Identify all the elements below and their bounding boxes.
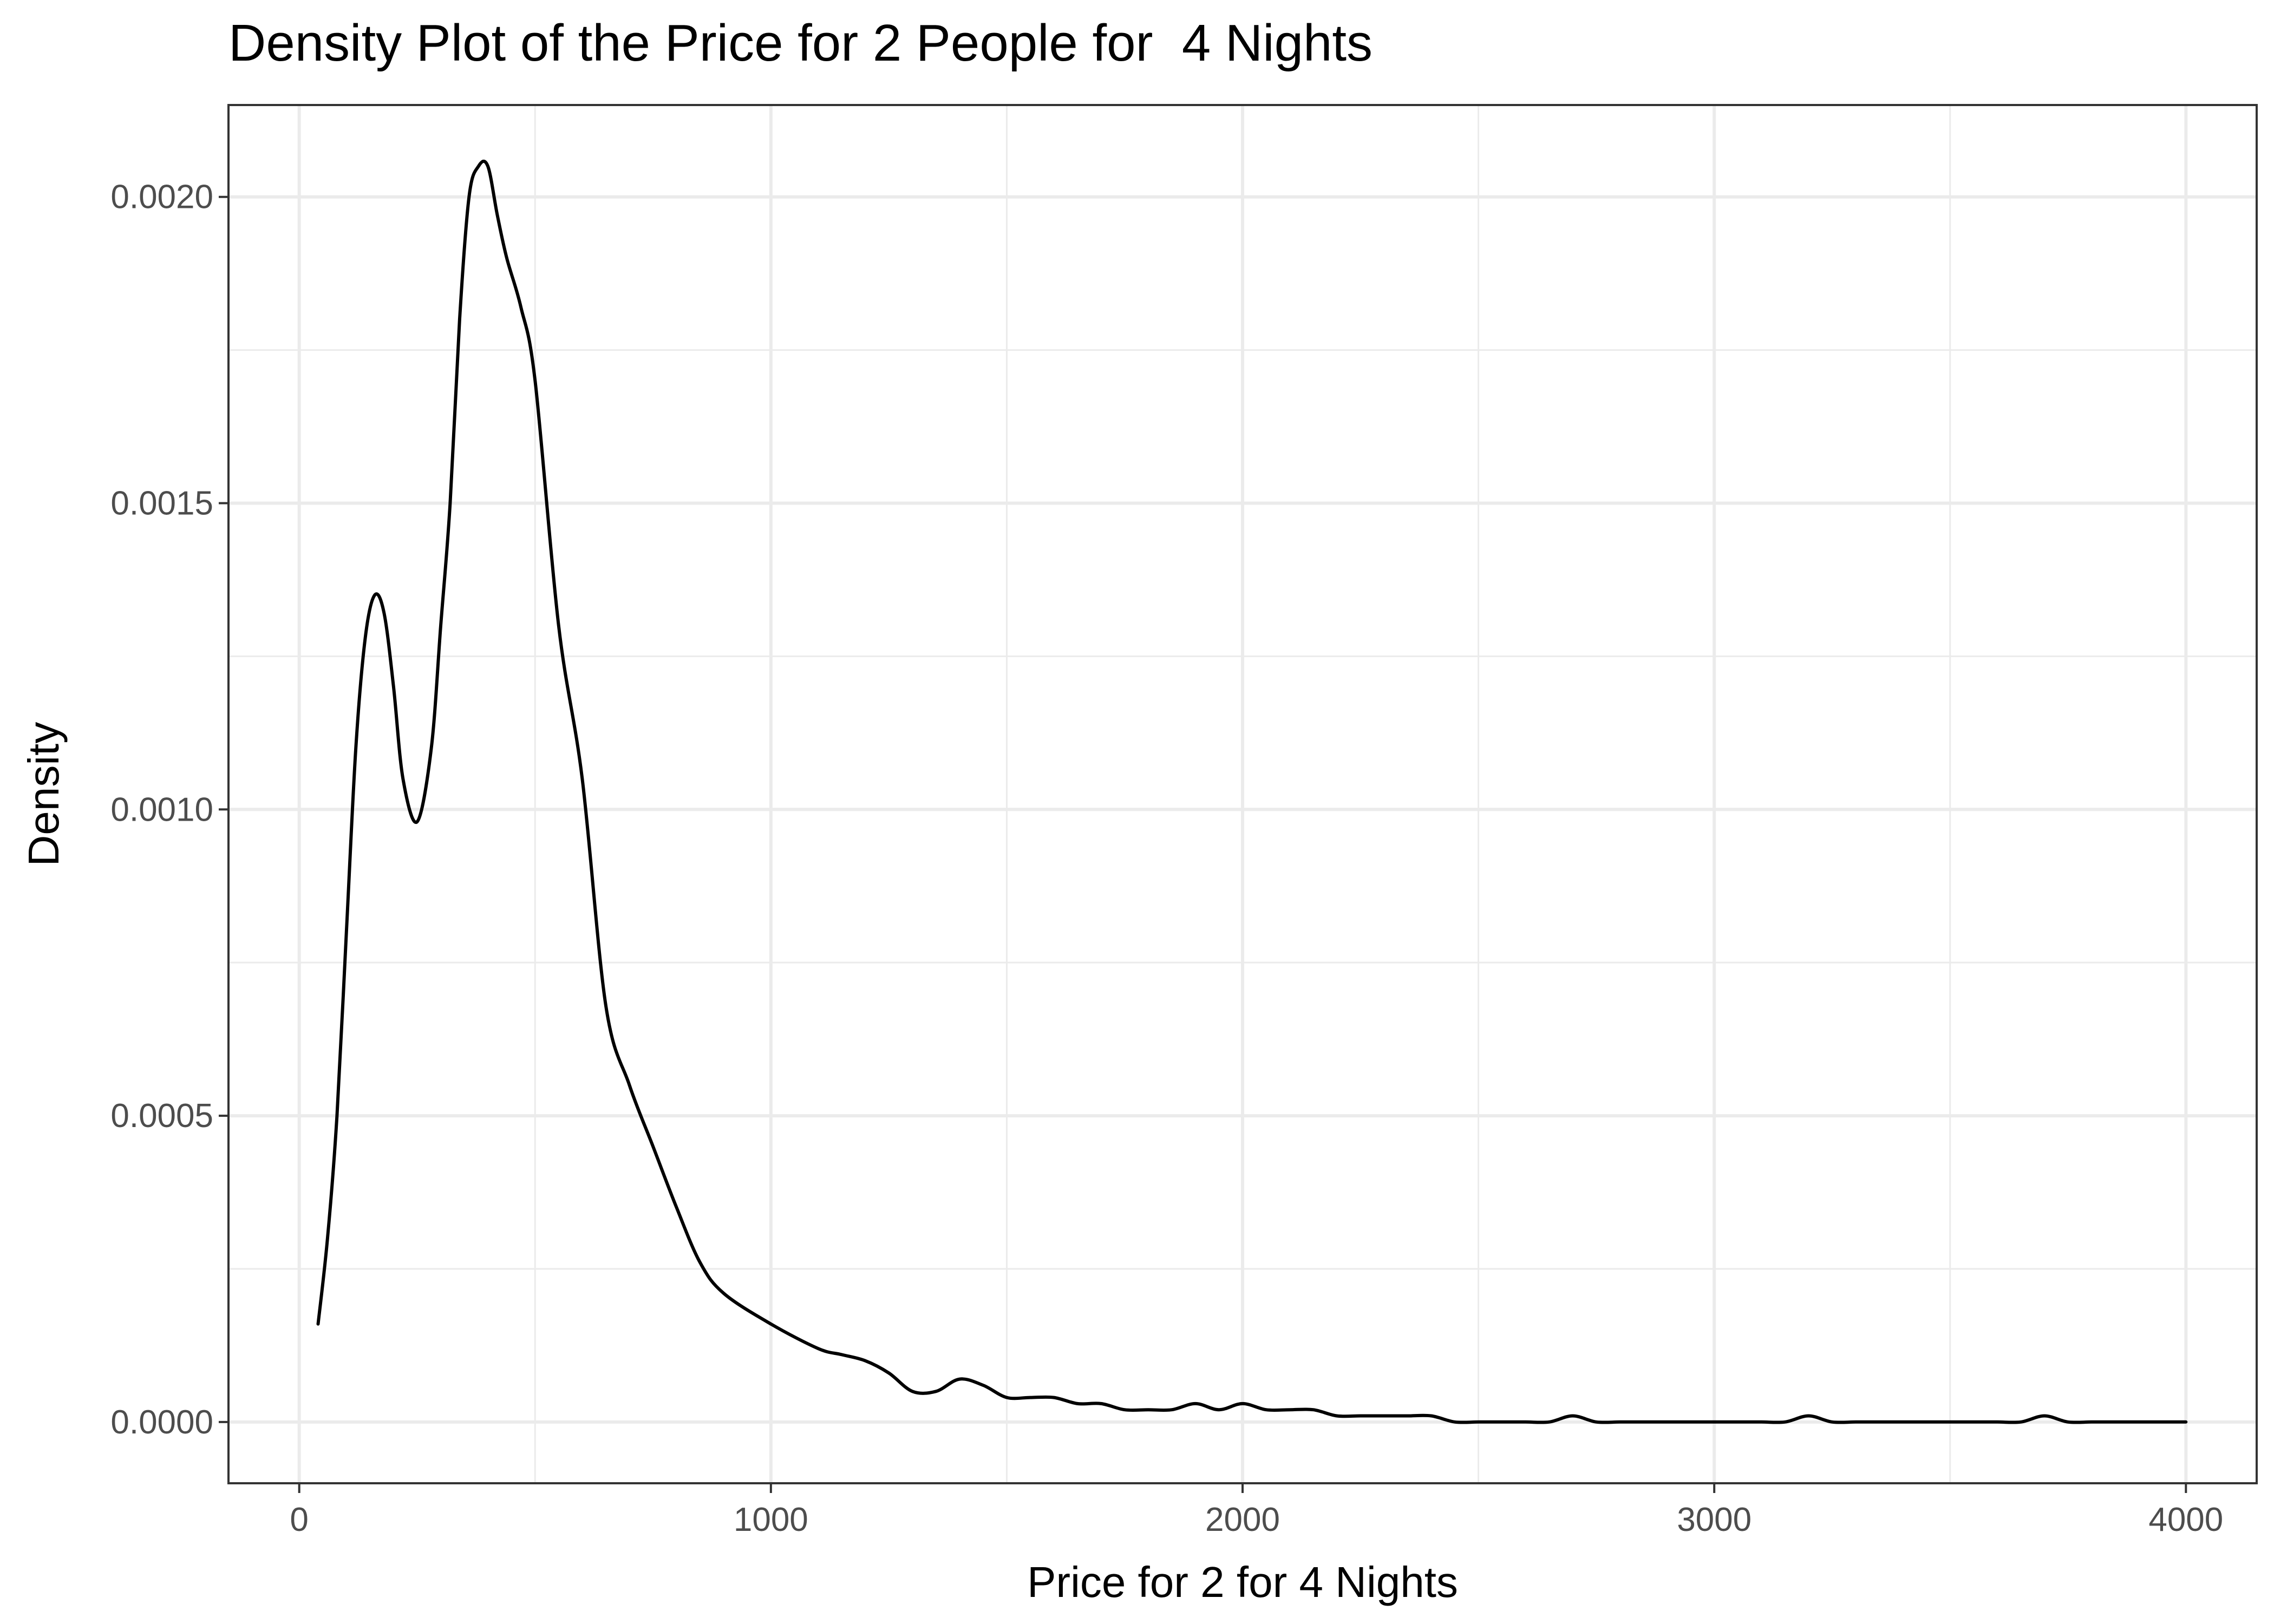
y-tick-label: 0.0010 — [110, 791, 213, 828]
y-tick-label: 0.0020 — [110, 179, 213, 216]
y-tick-label: 0.0005 — [110, 1097, 213, 1135]
grid-layer — [228, 105, 2257, 1483]
density-series — [316, 159, 2188, 1424]
y-tick-label: 0.0015 — [110, 485, 213, 522]
x-tick-label: 1000 — [734, 1501, 808, 1538]
x-axis-title: Price for 2 for 4 Nights — [1027, 1558, 1458, 1606]
y-axis-title: Density — [19, 722, 68, 867]
x-tick-label: 3000 — [1677, 1501, 1752, 1538]
chart-title: Density Plot of the Price for 2 People f… — [228, 14, 1373, 72]
x-tick-label: 2000 — [1205, 1501, 1280, 1538]
y-tick-label: 0.0000 — [110, 1404, 213, 1441]
density-curve — [316, 159, 2188, 1424]
axis-layer: 0 1000 2000 3000 4000 0.0000 0.0005 0.0010 0.001… — [110, 179, 2223, 1538]
x-tick-label: 0 — [290, 1501, 308, 1538]
x-tick-label: 4000 — [2148, 1501, 2223, 1538]
